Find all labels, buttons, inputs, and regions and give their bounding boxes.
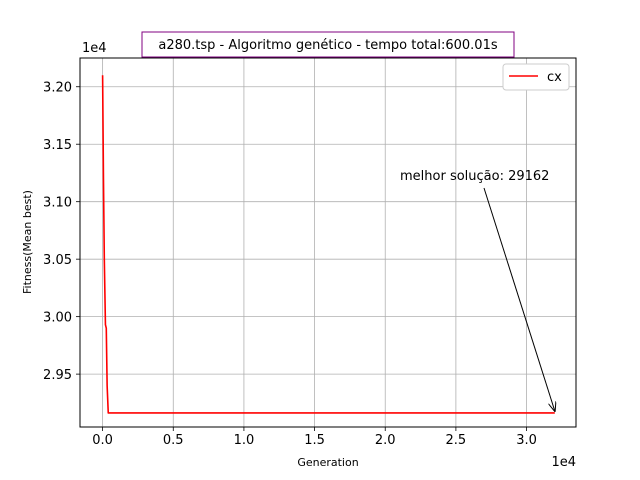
x-axis-label: Generation (297, 456, 358, 469)
x-tick-label: 2.0 (375, 433, 396, 448)
y-axis-label: Fitness(Mean best) (21, 190, 34, 294)
y-tick-label: 3.10 (43, 196, 72, 211)
y-tick-label: 3.20 (43, 81, 72, 96)
x-tick-label: 1.0 (234, 433, 255, 448)
x-axis-ticks: 0.0 0.5 1.0 1.5 2.0 2.5 3.0 (92, 427, 537, 448)
y-axis-ticks: 2.95 3.00 3.05 3.10 3.15 3.20 (43, 81, 80, 383)
chart-title-box (141, 31, 515, 58)
chart-title: a280.tsp - Algoritmo genético - tempo to… (158, 38, 497, 53)
x-tick-label: 2.5 (446, 433, 467, 448)
y-tick-label: 3.00 (43, 311, 72, 326)
y-offset-label: 1e4 (82, 41, 107, 56)
legend-box (502, 63, 570, 91)
x-tick-label: 3.0 (516, 433, 537, 448)
series-line-cx (101, 75, 555, 414)
series-layer (101, 75, 555, 414)
x-tick-label: 1.5 (304, 433, 325, 448)
grid (80, 58, 576, 427)
legend: cx (502, 63, 570, 91)
y-tick-label: 3.05 (43, 253, 72, 268)
annotation-arrow (483, 187, 555, 411)
annotation: melhor solução: 29162 (400, 169, 555, 411)
y-tick-label: 3.15 (43, 138, 72, 153)
x-tick-label: 0.0 (92, 433, 113, 448)
plot-frame (79, 57, 577, 428)
y-tick-label: 2.95 (43, 368, 72, 383)
legend-label-cx: cx (547, 70, 562, 85)
annotation-text: melhor solução: 29162 (400, 169, 549, 184)
x-offset-label: 1e4 (551, 455, 576, 470)
x-tick-label: 0.5 (163, 433, 184, 448)
